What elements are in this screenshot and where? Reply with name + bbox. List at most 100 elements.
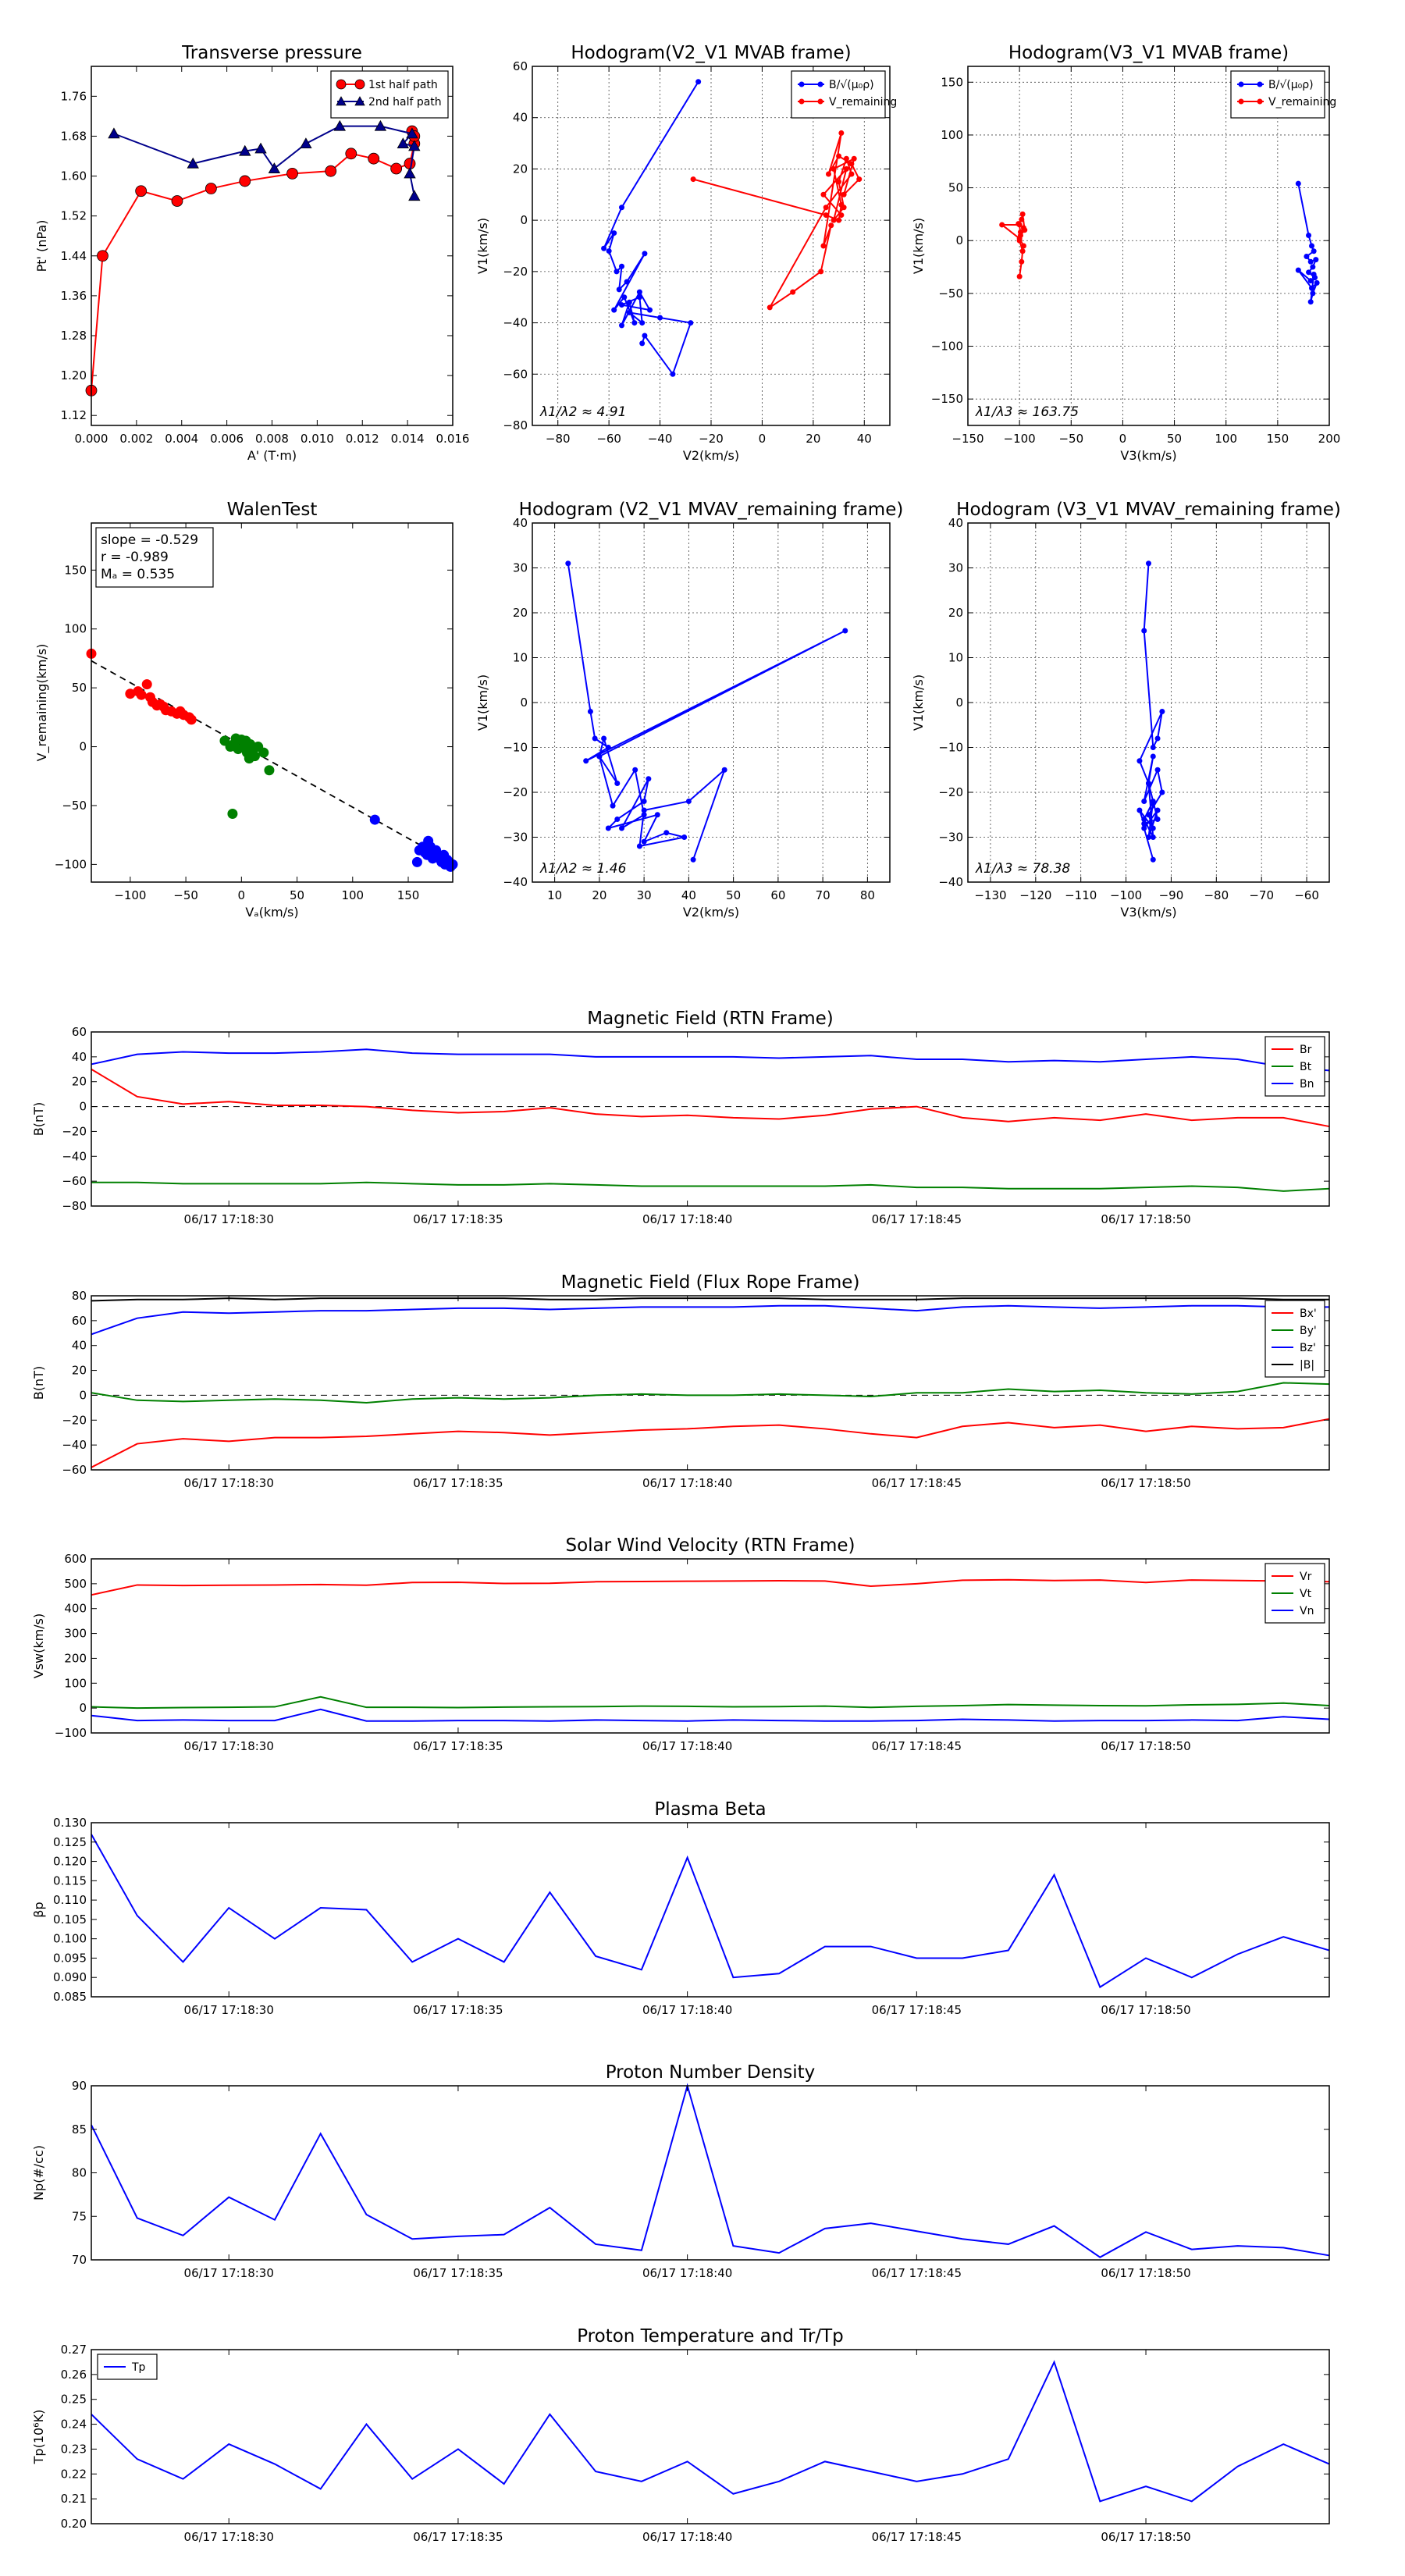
legend-marker-a-1 <box>336 96 347 106</box>
legend-marker-a-0 <box>1238 81 1244 87</box>
point-2nd half path-0 <box>408 190 421 201</box>
point-V-0 <box>1016 273 1023 279</box>
y-tick-label-7: 60 <box>513 59 528 73</box>
x-axis-label: V2(km/s) <box>683 905 739 920</box>
y-tick-label-2: 0 <box>79 740 87 754</box>
x-tick-label-0: 06/17 17:18:30 <box>184 1476 274 1490</box>
point-1st half path-5 <box>239 175 251 187</box>
x-tick-label-3: 06/17 17:18:45 <box>872 2266 962 2280</box>
annotation: λ1/λ2 ≈ 4.91 <box>539 404 626 420</box>
point-B-2 <box>1309 243 1315 249</box>
point-V-23 <box>843 165 849 172</box>
x-tick-label-2: 06/17 17:18:40 <box>642 2266 732 2280</box>
point-V-18 <box>848 171 855 177</box>
point-2nd half path-3 <box>397 137 410 149</box>
point-V-26 <box>690 856 696 863</box>
point-B-11 <box>1295 267 1301 273</box>
point-V-9 <box>1022 227 1028 233</box>
y-tick-label-6: 60 <box>72 1314 87 1328</box>
y-tick-label-8: 40 <box>948 516 963 530</box>
point-V-20 <box>836 179 842 185</box>
series-line-Vr <box>91 1578 1330 1596</box>
x-tick-label-4: 0.008 <box>255 432 289 446</box>
series-line-Br <box>91 1068 1330 1128</box>
point-B-8 <box>624 279 630 285</box>
chart-title: Hodogram (V2_V1 MVAV_remaining frame) <box>519 500 904 520</box>
point-V-13 <box>828 222 834 229</box>
x-tick-label-1: 06/17 17:18:35 <box>413 1476 503 1490</box>
point-V-10 <box>610 802 616 809</box>
x-tick-label-3: 50 <box>290 888 304 902</box>
legend: Tp <box>97 2354 158 2380</box>
series-line-By' <box>91 1382 1330 1404</box>
point-B-12 <box>631 320 638 326</box>
y-tick-label-5: 0.25 <box>61 2393 87 2407</box>
point-V-7 <box>1150 753 1156 760</box>
y-tick-label-4: 0 <box>955 696 963 710</box>
point-V-13 <box>1136 807 1143 813</box>
x-tick-label-7: 200 <box>1318 432 1341 446</box>
y-tick-label-0: 1.12 <box>61 408 87 422</box>
y-tick-label-3: 0.23 <box>61 2442 87 2456</box>
legend-label-0: B/√(μ₀ρ) <box>829 79 874 91</box>
x-tick-label-5: 100 <box>1215 432 1237 446</box>
y-tick-label-7: 1.68 <box>61 129 87 143</box>
legend-label-1: 2nd half path <box>368 96 442 109</box>
point-B-19 <box>639 320 646 326</box>
legend-marker-b-0 <box>1257 81 1263 87</box>
y-tick-label-4: 1.44 <box>61 249 87 263</box>
point-V-24 <box>820 191 827 197</box>
hr21-frame <box>532 522 891 883</box>
stats-line-2: Mₐ = 0.535 <box>101 567 175 582</box>
h21-frame <box>532 66 891 426</box>
y-tick-label-2: −20 <box>62 1413 87 1427</box>
point-green-16 <box>227 809 238 820</box>
legend-marker-b-1 <box>1257 98 1263 105</box>
point-B-0 <box>695 79 702 85</box>
x-tick-label-6: 150 <box>1267 432 1289 446</box>
y-tick-label-1: 75 <box>72 2209 87 2223</box>
y-tick-label-6: 40 <box>513 111 528 125</box>
point-B-3 <box>1311 248 1317 254</box>
x-tick-label-2: 06/17 17:18:40 <box>642 2530 732 2544</box>
y-tick-label-3: 0 <box>79 1388 87 1402</box>
x-tick-label-3: −20 <box>699 432 724 446</box>
x-tick-label-4: 50 <box>1167 432 1182 446</box>
x-tick-label-5: 0.010 <box>301 432 334 446</box>
point-B-23 <box>670 371 676 377</box>
point-V-19 <box>1150 799 1156 804</box>
legend-marker-b-0 <box>354 79 365 90</box>
legend-label-1: By' <box>1300 1325 1317 1337</box>
x-tick-label-4: 50 <box>726 888 741 902</box>
point-V-5 <box>1136 758 1143 764</box>
point-B-16 <box>646 307 653 313</box>
point-V-12 <box>1150 825 1156 831</box>
chart-title: Magnetic Field (Flux Rope Frame) <box>561 1272 860 1293</box>
legend-label-0: Br <box>1300 1044 1312 1056</box>
x-tick-label-3: 06/17 17:18:45 <box>872 1739 962 1753</box>
y-tick-label-1: −50 <box>62 799 87 813</box>
point-V-5 <box>851 155 857 162</box>
chart-title: Magnetic Field (RTN Frame) <box>587 1009 834 1029</box>
point-V-4 <box>831 165 837 172</box>
y-axis-label: Np(#/cc) <box>31 2145 46 2201</box>
point-B-6 <box>619 263 624 269</box>
point-V-14 <box>818 269 824 275</box>
point-1st half path-7 <box>325 165 337 177</box>
y-tick-label-0: −60 <box>62 1463 87 1477</box>
point-V-7 <box>601 735 607 742</box>
chart-title: Plasma Beta <box>654 1799 766 1820</box>
series-line-B <box>1297 183 1318 302</box>
x-tick-label-3: 0 <box>1119 432 1127 446</box>
x-tick-label-2: −110 <box>1065 888 1097 902</box>
series-line-Bt <box>91 1181 1330 1192</box>
point-1st half path-3 <box>171 195 183 207</box>
point-B-9 <box>642 251 648 257</box>
legend-marker-a-1 <box>799 98 805 105</box>
point-V-17 <box>1150 834 1156 840</box>
point-B-5 <box>614 269 620 275</box>
annotation: λ1/λ3 ≈ 78.38 <box>975 861 1070 877</box>
point-1st half path-9 <box>368 152 380 165</box>
point-green-14 <box>258 747 269 758</box>
legend-marker-b-0 <box>817 81 823 87</box>
